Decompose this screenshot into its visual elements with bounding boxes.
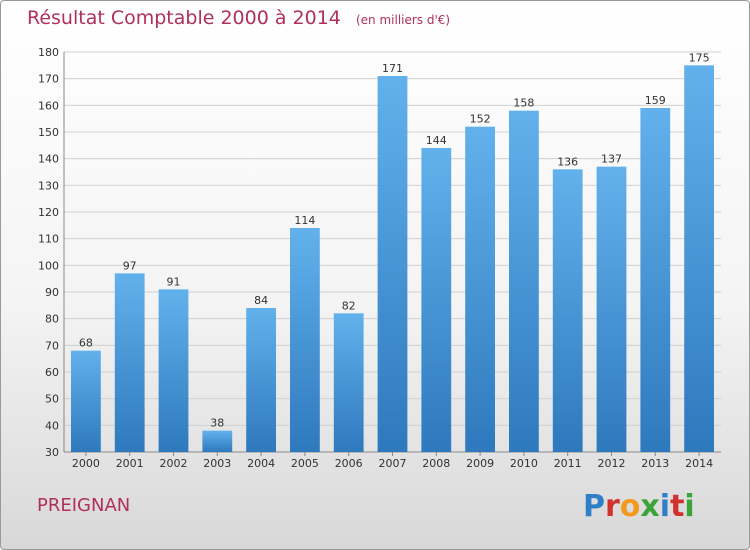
logo-letter: t [670,489,685,524]
bar-layer [71,65,714,453]
label-layer: 30 40 50 60 70 80 90 100 110 120 130 140 150 160 170 18… [38,46,713,470]
bar-value-label: 175 [689,51,710,64]
y-tick-label: 160 [38,99,59,112]
bar-value-label: 68 [79,337,93,350]
bar-2005 [290,228,320,452]
x-tick-label: 2014 [685,457,713,470]
bar-2012 [596,166,627,452]
y-tick-label: 180 [38,46,59,59]
x-tick-label: 2002 [160,457,188,470]
y-tick-label: 130 [38,179,59,192]
x-tick-label: 2011 [554,457,582,470]
chart-subtitle: (en milliers d'€) [355,13,451,27]
x-tick-label: 2012 [598,457,626,470]
y-tick-label: 60 [45,366,59,379]
bar-2013 [640,108,671,452]
y-tick-label: 30 [45,446,59,459]
logo-letter: o [619,489,641,524]
logo-letter: P [583,489,605,524]
bar-2002 [158,289,189,452]
x-tick-label: 2005 [291,457,319,470]
bar-value-label: 91 [167,275,181,288]
y-tick-label: 50 [45,393,59,406]
bar-2011 [552,169,583,453]
bar-value-label: 136 [557,155,578,168]
y-tick-label: 40 [45,419,59,432]
bar-value-label: 137 [601,153,622,166]
x-tick-label: 2013 [641,457,669,470]
bar-2010 [509,110,539,453]
title-row: Résultat Comptable 2000 à 2014 (en milli… [27,7,450,29]
y-tick-label: 120 [38,206,59,219]
logo-letter: i [659,489,671,524]
bar-2007 [377,76,408,452]
bar-value-label: 97 [123,259,137,272]
bar-value-label: 159 [645,94,666,107]
bar-value-label: 84 [254,294,268,307]
y-tick-label: 80 [45,313,59,326]
bar-value-label: 114 [294,214,315,227]
bar-2003 [202,430,233,452]
bar-2001 [114,273,145,452]
y-tick-label: 70 [45,339,59,352]
y-tick-label: 150 [38,126,59,139]
logo-letter: i [684,489,695,524]
y-tick-label: 100 [38,259,59,272]
logo-letter: x [640,489,660,524]
bar-value-label: 158 [513,97,534,110]
x-tick-label: 2001 [116,457,144,470]
bar-value-label: 171 [382,62,403,75]
logo-letter: r [605,489,620,524]
x-tick-label: 2006 [335,457,363,470]
bar-value-label: 82 [342,299,356,312]
x-tick-label: 2003 [203,457,231,470]
bar-2004 [246,308,276,452]
x-tick-label: 2007 [379,457,407,470]
proxiti-logo[interactable]: Proxiti [583,489,695,524]
y-tick-label: 170 [38,73,59,86]
bar-value-label: 152 [470,113,491,126]
x-tick-label: 2008 [422,457,450,470]
bar-2008 [421,148,452,452]
bar-2014 [684,65,714,452]
x-tick-label: 2009 [466,457,494,470]
bar-value-label: 38 [210,417,224,430]
y-tick-label: 90 [45,286,59,299]
y-tick-label: 140 [38,153,59,166]
x-tick-label: 2010 [510,457,538,470]
commune-name: PREIGNAN [37,495,131,516]
x-tick-label: 2000 [72,457,100,470]
chart-title: Résultat Comptable 2000 à 2014 [27,7,341,29]
bar-value-label: 144 [426,134,447,147]
y-tick-label: 110 [38,233,59,246]
bar-2009 [465,126,495,453]
bar-2006 [333,313,364,452]
x-tick-label: 2004 [247,457,275,470]
bar-2000 [71,350,101,452]
